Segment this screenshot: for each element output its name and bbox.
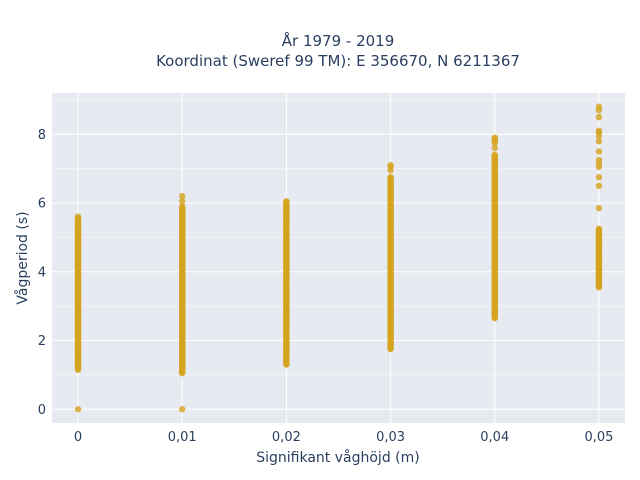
data-point xyxy=(491,151,498,159)
x-tick-label: 0,05 xyxy=(584,430,613,445)
y-tick-label: 2 xyxy=(38,334,46,349)
chart-title-line-1: År 1979 - 2019 xyxy=(282,31,395,50)
plot-area xyxy=(52,93,625,423)
x-tick-label: 0,04 xyxy=(480,430,509,445)
y-tick-label: 0 xyxy=(38,403,46,418)
data-point xyxy=(595,204,603,212)
y-tick-label: 6 xyxy=(38,197,46,212)
data-point xyxy=(595,225,603,232)
x-tick-label: 0 xyxy=(74,430,82,445)
data-point xyxy=(595,156,603,164)
y-axis-title: Vågperiod (s) xyxy=(14,211,31,304)
data-point xyxy=(595,103,603,110)
x-tick-label: 0,02 xyxy=(272,430,301,445)
x-tick-label: 0,01 xyxy=(168,430,197,445)
data-point xyxy=(595,113,603,121)
data-point xyxy=(179,198,186,205)
data-point xyxy=(595,127,603,135)
data-point xyxy=(595,182,603,190)
data-point xyxy=(179,406,186,413)
data-point xyxy=(179,203,186,210)
y-tick-label: 4 xyxy=(38,265,46,280)
data-point xyxy=(595,137,603,145)
x-tick-label: 0,03 xyxy=(376,430,405,445)
data-point xyxy=(387,161,394,169)
y-tick-label: 8 xyxy=(38,128,46,143)
y-axis-ticks: 0 2 4 6 8 xyxy=(38,128,46,418)
data-point xyxy=(387,174,394,181)
x-axis-ticks: 0 0,01 0,02 0,03 0,04 0,05 xyxy=(74,430,614,445)
data-point xyxy=(491,144,498,152)
data-point xyxy=(74,213,82,220)
data-point xyxy=(283,198,290,205)
data-point xyxy=(595,148,603,155)
data-point xyxy=(491,134,498,141)
chart-title-line-2: Koordinat (Sweref 99 TM): E 356670, N 62… xyxy=(156,52,520,70)
data-point xyxy=(179,192,186,200)
data-points xyxy=(74,103,603,413)
data-point xyxy=(74,406,82,413)
data-point xyxy=(595,174,603,181)
x-axis-title: Signifikant våghöjd (m) xyxy=(256,449,419,466)
